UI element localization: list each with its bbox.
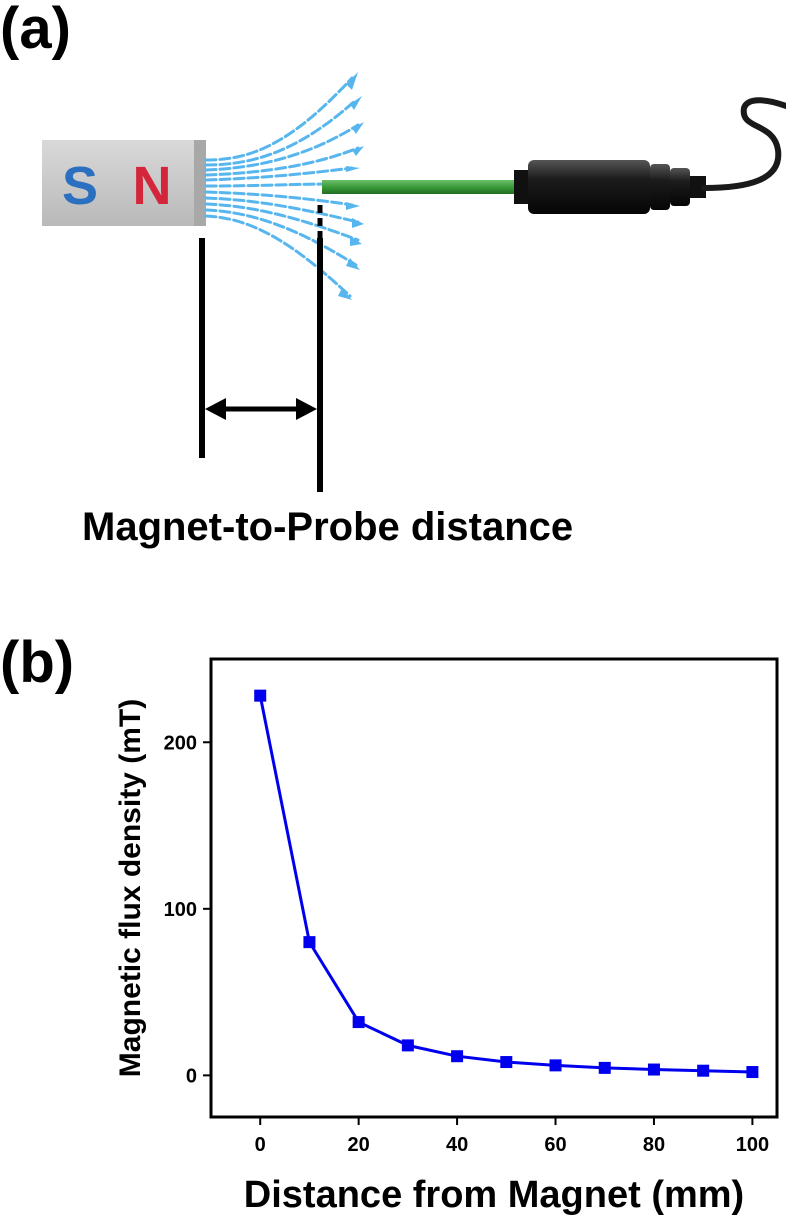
data-point-marker [697, 1064, 710, 1077]
data-point-marker [647, 1063, 660, 1076]
y-tick-label: 200 [164, 732, 197, 754]
x-tick-label: 20 [348, 1134, 370, 1156]
y-tick-label: 0 [186, 1065, 197, 1087]
field-line-arrowheads [338, 72, 364, 300]
bar-magnet [42, 140, 206, 226]
data-point-marker [500, 1056, 513, 1069]
data-point-marker [549, 1059, 562, 1072]
x-tick-label: 40 [446, 1134, 468, 1156]
x-tick-label: 0 [255, 1134, 266, 1156]
series-markers [254, 689, 759, 1079]
panel-a-label: (a) [0, 0, 71, 61]
data-point-marker [352, 1016, 365, 1029]
y-tick-label: 100 [164, 899, 197, 921]
flux-density-chart: 0 20 40 60 80 100 0 100 200 Distance from Magne… [114, 657, 779, 1216]
data-point-marker [303, 936, 316, 949]
magnet-north-pole-label: N [133, 156, 172, 216]
magnetic-field-lines [204, 76, 360, 298]
data-point-marker [746, 1066, 759, 1079]
x-tick-label: 100 [736, 1134, 769, 1156]
magnet-south-pole-label: S [62, 156, 98, 216]
x-tick-label: 80 [643, 1134, 665, 1156]
plot-frame [209, 657, 779, 1119]
y-axis-title: Magnetic flux density (mT) [114, 699, 147, 1077]
data-point-marker [254, 689, 267, 702]
distance-double-arrow [205, 398, 317, 420]
x-axis-ticks: 0 20 40 60 80 100 [255, 1117, 769, 1156]
probe-handle [514, 160, 706, 214]
panel-b-label: (b) [0, 630, 75, 695]
x-tick-label: 60 [544, 1134, 566, 1156]
x-axis-title: Distance from Magnet (mm) [244, 1174, 744, 1216]
y-axis-ticks: 0 100 200 [164, 732, 211, 1087]
probe-rod [322, 180, 518, 194]
diagram-caption: Magnet-to-Probe distance [82, 505, 574, 549]
data-point-marker [451, 1050, 464, 1063]
magnet-probe-diagram: S N [42, 72, 786, 492]
data-point-marker [401, 1039, 414, 1052]
probe-cable [701, 97, 786, 191]
series-line [258, 695, 753, 1074]
data-point-marker [598, 1061, 611, 1074]
